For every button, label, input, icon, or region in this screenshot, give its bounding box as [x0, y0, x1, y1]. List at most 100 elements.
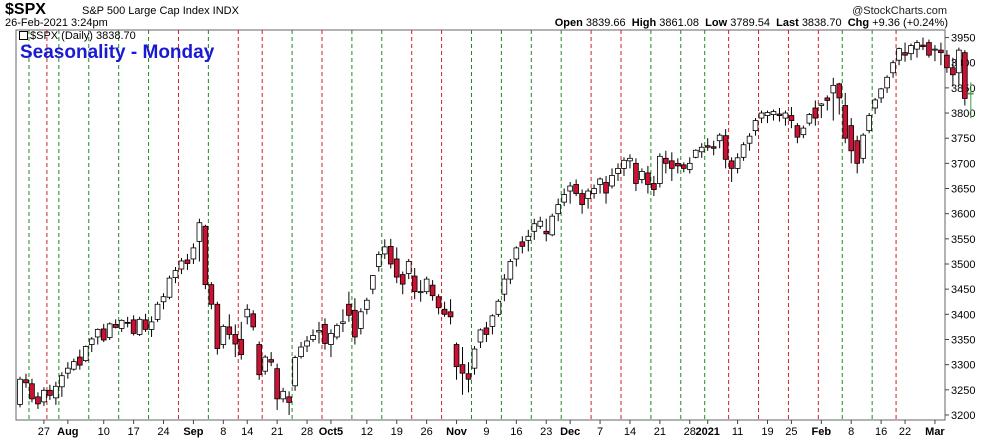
candle-down — [453, 344, 460, 368]
y-tick-label: 3650 — [951, 184, 975, 196]
candle-down — [465, 373, 472, 380]
x-tick-label: Mar — [925, 426, 945, 438]
candle-down — [794, 125, 801, 138]
candle-down — [23, 379, 29, 384]
candle-down — [854, 140, 860, 164]
high-label: High — [631, 17, 657, 29]
candle-up — [244, 308, 251, 318]
candle-up — [818, 103, 825, 106]
candle-up — [956, 49, 962, 74]
y-tick-label: 3500 — [951, 259, 975, 271]
candle-up — [591, 188, 597, 194]
y-tick-label: 3300 — [951, 360, 975, 372]
candle-up — [381, 246, 388, 255]
candle-up — [310, 335, 316, 340]
y-tick-label: 3400 — [951, 309, 975, 321]
candle-down — [250, 313, 257, 328]
x-tick-label: 16 — [875, 426, 887, 438]
candle-down — [130, 319, 137, 334]
candle-down — [663, 157, 669, 164]
candle-up — [328, 333, 334, 345]
x-tick-label: Nov — [446, 426, 468, 438]
y-tick-label: 3950 — [951, 33, 975, 45]
candle-up — [585, 190, 591, 199]
candle-up — [860, 134, 866, 159]
plot-area — [15, 29, 946, 421]
candle-up — [405, 261, 412, 274]
y-tick-label: 3550 — [951, 234, 975, 246]
candle-up — [154, 303, 161, 320]
candle-down — [968, 92, 974, 95]
candle-down — [77, 356, 83, 366]
candle-up — [17, 378, 23, 405]
series-legend: $SPX (Daily) 3838.70 — [19, 30, 136, 42]
y-tick-label: 3450 — [951, 284, 975, 296]
candle-down — [812, 107, 819, 119]
candle-up — [298, 346, 304, 357]
candle-up — [866, 115, 872, 132]
candle-down — [447, 311, 454, 318]
candle-up — [830, 84, 837, 94]
candle-down — [232, 334, 239, 345]
x-tick-label: Aug — [57, 426, 78, 438]
candle-up — [423, 278, 430, 293]
candle-down — [824, 97, 831, 101]
open-label: Open — [554, 17, 583, 29]
x-tick-label: 21 — [654, 426, 666, 438]
candle-up — [597, 178, 603, 185]
candle-down — [669, 160, 675, 169]
candle-down — [202, 225, 209, 286]
candle-down — [962, 52, 968, 99]
candle-down — [926, 42, 932, 56]
candle-up — [88, 338, 95, 345]
candle-down — [387, 245, 394, 265]
candle-up — [806, 114, 813, 124]
x-tick-label: 21 — [271, 426, 283, 438]
candle-down — [788, 115, 795, 121]
candle-down — [573, 184, 579, 194]
candle-down — [633, 162, 639, 184]
candle-up — [615, 167, 621, 174]
candle-up — [220, 325, 227, 345]
candle-down — [842, 105, 849, 139]
candle-up — [627, 157, 633, 162]
candle-up — [340, 321, 346, 324]
low-value: 3789.54 — [730, 17, 770, 29]
candle-up — [106, 323, 113, 338]
last-value: 3838.70 — [801, 17, 842, 29]
candle-up — [908, 45, 914, 55]
chg-label: Chg — [847, 17, 870, 29]
candle-up — [686, 162, 693, 170]
candle-up — [914, 42, 920, 50]
candle-up — [555, 204, 561, 215]
candle-down — [411, 275, 418, 293]
candle-down — [938, 49, 944, 54]
symbol-title: $SPX — [5, 1, 46, 18]
x-tick-label: 16 — [510, 426, 522, 438]
candle-up — [495, 300, 502, 315]
candle-up — [364, 299, 370, 310]
candle-up — [118, 319, 125, 329]
candle-up — [148, 321, 155, 330]
candle-down — [950, 67, 956, 76]
candle-down — [920, 44, 926, 48]
candle-up — [890, 62, 896, 74]
candle-up — [71, 361, 77, 370]
candle-up — [292, 357, 298, 387]
candle-up — [698, 146, 705, 153]
candle-up — [609, 175, 615, 187]
candle-down — [256, 344, 262, 376]
candle-down — [238, 339, 245, 355]
candle-up — [549, 215, 556, 236]
x-tick-label: 19 — [391, 426, 403, 438]
x-tick-label: 27 — [38, 426, 50, 438]
candle-down — [214, 303, 221, 349]
candle-up — [639, 171, 645, 180]
candle-up — [304, 340, 310, 347]
candle-down — [29, 383, 35, 400]
candle-up — [513, 247, 520, 260]
candle-down — [722, 135, 729, 160]
candle-up — [537, 220, 544, 227]
x-tick-label: 8 — [220, 426, 226, 438]
